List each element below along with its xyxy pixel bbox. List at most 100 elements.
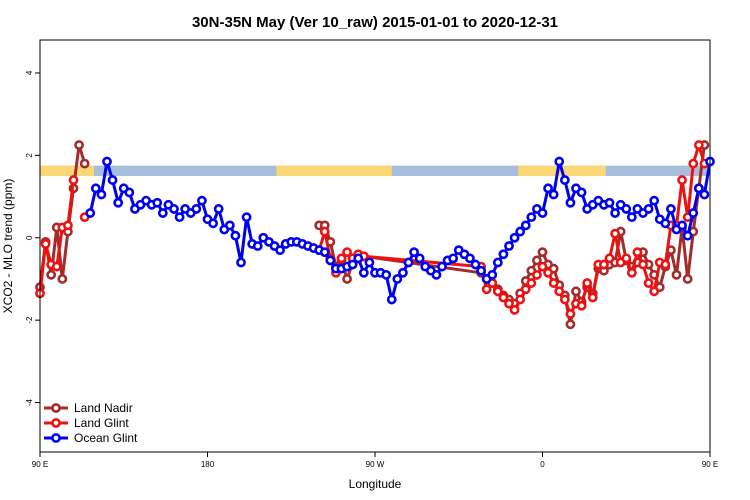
legend-item-2: Ocean Glint [44, 431, 138, 445]
series-2-point [347, 259, 358, 270]
series-1-point [51, 261, 62, 272]
band-land-0 [40, 165, 94, 176]
coverage-band [40, 165, 710, 176]
series-2-point [353, 253, 364, 264]
series-1-point [492, 286, 503, 297]
series-1-point [515, 294, 526, 305]
series-1-point [626, 267, 637, 278]
legend-label: Land Nadir [74, 401, 133, 415]
series-1-point [643, 278, 654, 288]
y-tick-label: -2 [25, 316, 34, 324]
x-tick-label: 90 E [32, 460, 48, 469]
series-2-point [236, 257, 246, 268]
series-2-point [437, 261, 447, 272]
y-tick-label: -4 [25, 398, 34, 406]
series-2-point [576, 187, 587, 198]
series-1-point [576, 300, 587, 311]
series-2-point [537, 208, 548, 218]
series-2-point [448, 253, 459, 264]
series-1-point [520, 284, 531, 295]
series-2-point [509, 232, 520, 243]
series-1-point [688, 158, 699, 169]
x-tick-label: 90 E [702, 460, 718, 469]
series-2-point [208, 218, 218, 229]
series-0-point [46, 269, 57, 280]
series-0-point [682, 274, 693, 284]
series-2-point [666, 204, 676, 214]
series-1-point [582, 278, 593, 288]
series-2-point [543, 183, 553, 194]
series-2-point [699, 189, 710, 200]
series-2-point [224, 220, 235, 231]
legend-item-0: Land Nadir [44, 401, 133, 415]
series-0-point [571, 286, 581, 297]
series-2-point [403, 257, 414, 268]
series-2-point [102, 156, 112, 167]
series-1-point [610, 228, 620, 239]
x-tick-label: 180 [201, 460, 215, 469]
series-1-point [319, 226, 330, 237]
chart-title: 30N-35N May (Ver 10_raw) 2015-01-01 to 2… [192, 14, 558, 31]
legend-label: Ocean Glint [74, 431, 138, 445]
series-2-point [515, 226, 526, 237]
series-2-point [554, 156, 565, 167]
series-1-point [649, 286, 660, 297]
series-2-point [548, 189, 559, 200]
series-2-point [358, 267, 369, 278]
series-2-point [252, 241, 263, 251]
series-1-point [63, 220, 73, 231]
series-1-point [677, 175, 687, 185]
series-2-point [319, 247, 330, 258]
y-axis-label: XCO2 - MLO trend (ppm) [1, 179, 15, 314]
series-1-point [632, 247, 643, 258]
series-1-point [532, 269, 542, 280]
series-0-point [79, 158, 90, 169]
series-2-point [610, 208, 620, 218]
series-2-point [465, 253, 475, 264]
series-2-point [174, 212, 185, 223]
series-2-point [414, 253, 425, 264]
series-1-point [498, 292, 509, 303]
series-2-point [96, 189, 107, 200]
series-1-point [604, 253, 615, 264]
series-0-point [671, 269, 682, 280]
series-1-point [68, 175, 79, 185]
series-1-point [526, 278, 537, 288]
series-2-point [526, 212, 537, 223]
series-2-point [470, 259, 481, 270]
series-2-point [626, 212, 637, 223]
series-2-point [693, 183, 704, 194]
series-1-point [559, 294, 570, 305]
series-1-point [336, 253, 347, 264]
series-2-point [90, 183, 101, 194]
x-axis-label: Longitude [349, 477, 402, 491]
series-2-point [688, 208, 699, 218]
series-2-point [398, 267, 408, 278]
legend-marker [51, 418, 61, 428]
series-2-point [241, 212, 252, 223]
series-2-point [381, 269, 392, 280]
series-1-point [621, 253, 632, 264]
series-2-point [565, 197, 576, 208]
x-tick-label: 0 [540, 460, 545, 469]
series-2-point [275, 245, 285, 256]
series-2-point [113, 197, 124, 208]
series-2-point [409, 247, 419, 258]
series-2-point [364, 257, 375, 268]
series-1-point [693, 140, 704, 150]
series-2-point [498, 249, 509, 260]
series-2-point [124, 187, 135, 198]
series-2-point [157, 208, 168, 218]
series-2-point [520, 220, 531, 231]
series-2-point [152, 197, 163, 208]
series-1-line-2 [317, 143, 706, 316]
series-1-point [504, 298, 514, 309]
series-2-point [604, 197, 615, 208]
legend-marker [51, 433, 61, 443]
legend-marker [51, 403, 61, 413]
series-1-point [548, 278, 559, 288]
series-2-point [213, 204, 224, 214]
series-2-point [682, 230, 693, 241]
y-axis: -4 -2 0 2 4 [25, 70, 40, 406]
